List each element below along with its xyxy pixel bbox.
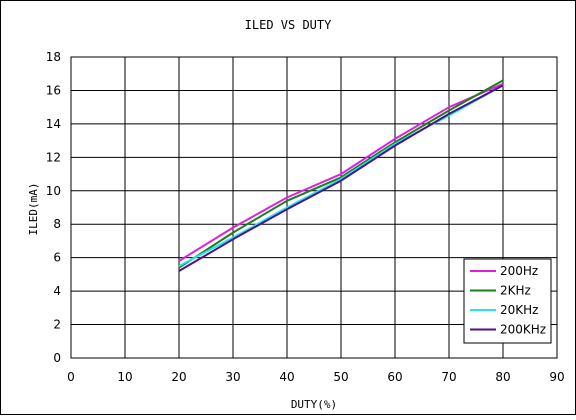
x-axis-label: DUTY(%): [291, 398, 337, 411]
y-tick-label: 6: [53, 251, 61, 265]
x-tick-label: 10: [117, 370, 132, 384]
x-tick-label: 70: [441, 370, 456, 384]
y-tick-label: 14: [46, 117, 61, 131]
legend-label: 200KHz: [500, 323, 546, 337]
y-tick-label: 0: [53, 351, 61, 365]
x-tick-label: 90: [549, 370, 564, 384]
x-tick-label: 50: [333, 370, 348, 384]
x-tick-label: 60: [387, 370, 402, 384]
y-tick-label: 18: [46, 50, 61, 64]
x-tick-label: 20: [171, 370, 186, 384]
y-axis-label: ILED(mA): [27, 183, 40, 236]
legend-label: 200Hz: [500, 264, 538, 278]
y-tick-label: 16: [46, 83, 61, 97]
y-tick-label: 4: [53, 284, 61, 298]
legend-label: 2KHz: [500, 284, 531, 298]
legend-label: 20KHz: [500, 303, 538, 317]
y-tick-label: 10: [46, 184, 61, 198]
x-tick-label: 40: [279, 370, 294, 384]
legend: 200Hz 2KHz 20KHz 200KHz: [464, 259, 551, 343]
y-tick-label: 8: [53, 217, 61, 231]
x-tick-label: 30: [225, 370, 240, 384]
x-tick-label: 0: [67, 370, 75, 384]
y-tick-label: 12: [46, 150, 61, 164]
chart-title: ILED VS DUTY: [245, 18, 332, 32]
x-tick-label: 80: [495, 370, 510, 384]
y-tick-label: 2: [53, 318, 61, 332]
